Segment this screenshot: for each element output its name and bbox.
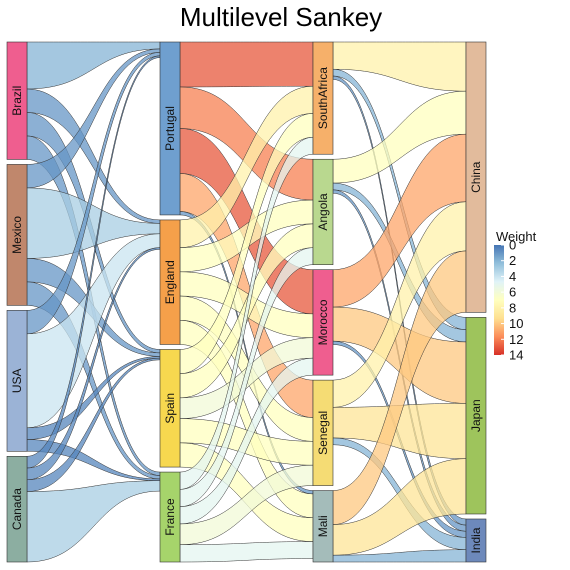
node-china (465, 41, 487, 313)
node-morocco (312, 269, 334, 376)
link-france-mali (179, 541, 314, 563)
node-label-senegal: Senegal (316, 411, 330, 455)
node-india (465, 518, 487, 563)
node-label-brazil: Brazil (10, 86, 24, 116)
legend-tick-label: 6 (509, 285, 516, 300)
legend-tick-label: 4 (509, 269, 516, 284)
chart-title: Multilevel Sankey (180, 2, 382, 32)
nodes-layer: Brazil Mexico USA Canada Portugal England Spai… (6, 41, 487, 563)
node-mexico (6, 164, 28, 306)
node-label-mali: Mali (316, 515, 330, 537)
node-senegal (312, 379, 334, 486)
legend-title: Weight (496, 229, 537, 244)
node-spain (159, 349, 181, 468)
node-label-canada: Canada (10, 488, 24, 530)
node-label-spain: Spain (163, 393, 177, 424)
node-label-mexico: Mexico (10, 216, 24, 254)
node-usa (6, 310, 28, 452)
node-brazil (6, 41, 28, 160)
legend-tick-label: 8 (509, 300, 516, 315)
node-angola (312, 158, 334, 265)
node-label-india: India (469, 527, 483, 553)
link-canada-france (26, 480, 161, 563)
node-portugal (159, 41, 181, 216)
node-label-france: France (163, 498, 177, 536)
node-label-angola: Angola (316, 193, 330, 231)
node-label-usa: USA (10, 368, 24, 393)
legend-tick-label: 10 (509, 316, 523, 331)
links-layer (26, 41, 467, 563)
node-label-southafrica: SouthAfrica (316, 67, 330, 129)
legend-tick-label: 14 (509, 348, 523, 363)
node-england (159, 219, 181, 345)
node-japan (465, 317, 487, 515)
node-label-japan: Japan (469, 399, 483, 432)
legend-tick-label: 2 (509, 253, 516, 268)
node-label-morocco: Morocco (316, 299, 330, 345)
node-southafrica (312, 41, 334, 155)
legend-colorbar (494, 245, 504, 355)
node-canada (6, 456, 28, 563)
legend-tick-label: 0 (509, 238, 516, 253)
node-label-england: England (163, 260, 177, 304)
legend-tick-label: 12 (509, 332, 523, 347)
node-label-china: China (469, 161, 483, 193)
node-mali (312, 490, 334, 563)
node-label-portugal: Portugal (163, 106, 177, 151)
link-portugal-southafrica (179, 41, 314, 88)
node-france (159, 471, 181, 563)
